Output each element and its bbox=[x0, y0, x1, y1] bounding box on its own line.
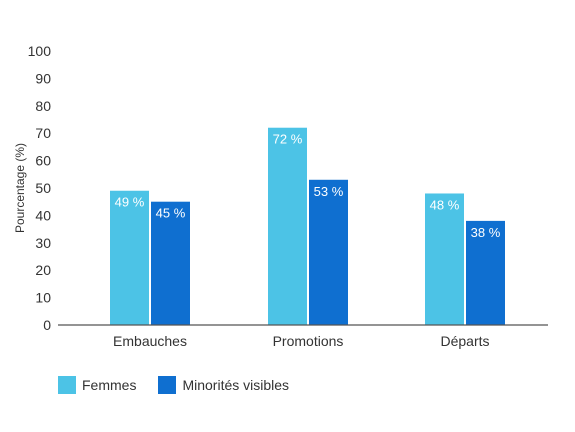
bars: 49 % 45 % 72 % 53 % 48 % 38 % bbox=[110, 127, 505, 325]
y-tick-label: 80 bbox=[35, 98, 51, 114]
legend-item-femmes: Femmes bbox=[58, 376, 136, 394]
x-category-label: Embauches bbox=[113, 333, 187, 349]
bar bbox=[268, 127, 307, 325]
bar-data-label: 38 % bbox=[471, 225, 501, 240]
y-tick-label: 30 bbox=[35, 235, 51, 251]
y-tick-label: 60 bbox=[35, 153, 51, 169]
bar-data-label: 45 % bbox=[156, 206, 186, 221]
x-axis-categories: Embauches Promotions Départs bbox=[113, 333, 489, 349]
bar-data-label: 48 % bbox=[430, 197, 460, 212]
x-category-label: Promotions bbox=[273, 333, 344, 349]
y-axis-ticks: 0 10 20 30 40 50 60 70 80 90 100 bbox=[28, 43, 52, 333]
y-tick-label: 50 bbox=[35, 180, 51, 196]
legend-swatch-minorites bbox=[158, 376, 177, 394]
y-tick-label: 10 bbox=[35, 290, 51, 306]
y-axis-label: Pourcentage (%) bbox=[13, 143, 27, 233]
bar bbox=[466, 220, 505, 325]
y-tick-label: 20 bbox=[35, 262, 51, 278]
bar-data-label: 49 % bbox=[115, 195, 145, 210]
bar bbox=[110, 190, 149, 325]
y-tick-label: 100 bbox=[28, 43, 52, 59]
bar-data-label: 53 % bbox=[314, 184, 344, 199]
legend-swatch-femmes bbox=[58, 376, 76, 394]
legend-item-minorites: Minorités visibles bbox=[158, 376, 289, 394]
y-tick-label: 70 bbox=[35, 125, 51, 141]
bar bbox=[309, 179, 348, 325]
bar-data-label: 72 % bbox=[273, 132, 303, 147]
legend-label-femmes: Femmes bbox=[82, 377, 137, 393]
bar bbox=[425, 193, 464, 325]
y-tick-label: 90 bbox=[35, 70, 51, 86]
legend-label-minorites: Minorités visibles bbox=[182, 377, 290, 393]
bar bbox=[151, 201, 190, 325]
y-tick-label: 40 bbox=[35, 207, 51, 223]
y-tick-label: 0 bbox=[43, 317, 51, 333]
x-category-label: Départs bbox=[440, 333, 489, 349]
legend: Femmes Minorités visibles bbox=[58, 376, 311, 394]
